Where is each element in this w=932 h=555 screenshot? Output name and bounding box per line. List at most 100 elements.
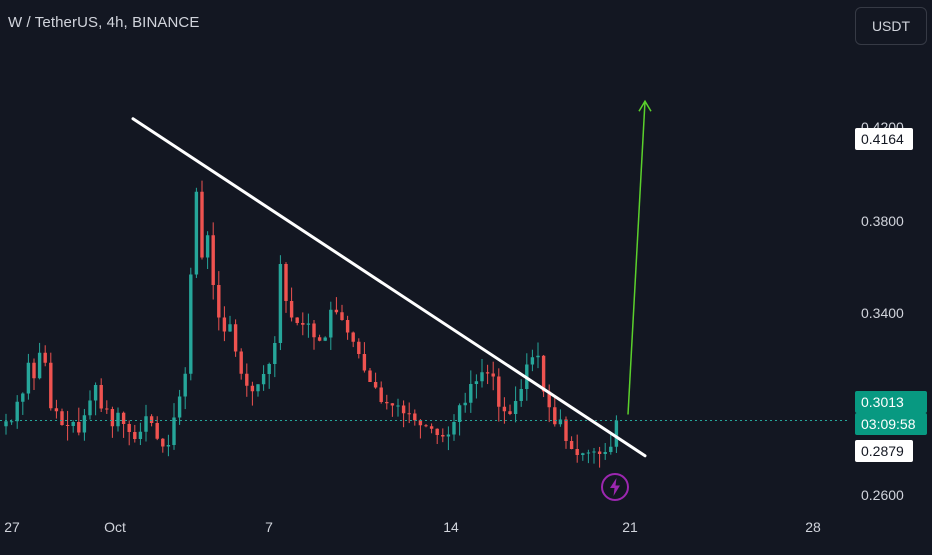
candle-body[interactable]: [205, 235, 210, 258]
candle-body[interactable]: [105, 408, 109, 410]
candle-body[interactable]: [547, 391, 551, 408]
candle-body[interactable]: [65, 425, 70, 426]
candle-body[interactable]: [497, 376, 501, 407]
candle-body[interactable]: [77, 422, 81, 433]
candle-body[interactable]: [401, 405, 406, 414]
candle-body[interactable]: [54, 408, 59, 412]
candle-body[interactable]: [4, 421, 8, 427]
candle-body[interactable]: [463, 402, 467, 406]
candle-body[interactable]: [530, 357, 535, 365]
candle-body[interactable]: [99, 385, 103, 409]
candle-body[interactable]: [435, 428, 439, 435]
candle-body[interactable]: [256, 384, 260, 392]
candle-body[interactable]: [614, 420, 619, 447]
candle-body[interactable]: [144, 416, 148, 432]
candle-body[interactable]: [469, 384, 473, 403]
candle-body[interactable]: [278, 264, 283, 343]
candle-body[interactable]: [368, 370, 372, 383]
candle-body[interactable]: [110, 409, 115, 427]
currency-button[interactable]: USDT: [855, 7, 927, 45]
candle-body[interactable]: [413, 413, 417, 421]
candle-body[interactable]: [93, 385, 98, 401]
candle-body[interactable]: [390, 403, 395, 406]
candle-body[interactable]: [396, 405, 400, 407]
candle-body[interactable]: [351, 332, 355, 342]
candle-body[interactable]: [441, 435, 445, 437]
candle-body[interactable]: [407, 413, 411, 415]
candle-body[interactable]: [37, 352, 42, 379]
candle-body[interactable]: [345, 320, 350, 333]
candle-body[interactable]: [26, 362, 31, 394]
candle-body[interactable]: [250, 385, 255, 392]
candle-body[interactable]: [334, 309, 339, 313]
candle-body[interactable]: [597, 451, 602, 455]
candle-body[interactable]: [261, 374, 266, 385]
candle-body[interactable]: [289, 301, 294, 318]
candle-body[interactable]: [155, 423, 159, 439]
candle-body[interactable]: [9, 421, 14, 423]
candle-body[interactable]: [161, 438, 165, 447]
candle-body[interactable]: [317, 337, 322, 341]
candle-body[interactable]: [138, 431, 143, 439]
candle-body[interactable]: [491, 373, 495, 377]
candle-body[interactable]: [233, 324, 238, 352]
candle-body[interactable]: [513, 401, 518, 414]
candle-body[interactable]: [575, 449, 579, 455]
candle-body[interactable]: [49, 362, 53, 409]
candle-body[interactable]: [474, 381, 479, 384]
candle-body[interactable]: [189, 274, 193, 374]
candle-body[interactable]: [166, 445, 171, 447]
candle-body[interactable]: [172, 417, 176, 446]
candle-body[interactable]: [127, 424, 131, 432]
candle-body[interactable]: [267, 364, 271, 374]
candle-body[interactable]: [553, 407, 557, 425]
candle-body[interactable]: [362, 354, 367, 371]
candle-body[interactable]: [357, 341, 361, 354]
candle-body[interactable]: [446, 434, 451, 437]
candle-body[interactable]: [379, 387, 383, 403]
candle-body[interactable]: [239, 351, 243, 374]
trendline[interactable]: [131, 117, 647, 458]
candle-body[interactable]: [581, 453, 585, 455]
candle-body[interactable]: [177, 396, 182, 418]
candle-body[interactable]: [373, 382, 378, 388]
candle-body[interactable]: [586, 452, 591, 454]
candle-body[interactable]: [564, 419, 568, 442]
candle-body[interactable]: [306, 323, 311, 325]
candle-body[interactable]: [273, 343, 277, 364]
candle-body[interactable]: [418, 420, 423, 426]
candle-body[interactable]: [329, 309, 333, 338]
candle-body[interactable]: [603, 452, 607, 454]
candle-body[interactable]: [32, 362, 36, 379]
candle-body[interactable]: [340, 312, 344, 320]
candle-body[interactable]: [424, 425, 428, 427]
candle-body[interactable]: [43, 352, 47, 363]
candle-body[interactable]: [88, 400, 92, 416]
candle-body[interactable]: [592, 451, 596, 453]
candle-body[interactable]: [609, 446, 613, 452]
projection-arrow[interactable]: [627, 99, 652, 415]
candle-body[interactable]: [211, 235, 215, 285]
candle-body[interactable]: [536, 355, 540, 358]
candle-body[interactable]: [312, 323, 316, 338]
candle-body[interactable]: [558, 419, 563, 425]
candle-body[interactable]: [194, 191, 199, 275]
candle-body[interactable]: [222, 317, 227, 332]
candle-body[interactable]: [295, 317, 299, 324]
candle-body[interactable]: [385, 402, 389, 404]
candle-body[interactable]: [301, 323, 305, 325]
lightning-bolt-icon[interactable]: [600, 472, 630, 502]
candle-body[interactable]: [116, 412, 120, 427]
candle-body[interactable]: [200, 191, 204, 258]
candle-body[interactable]: [457, 405, 462, 422]
candle-body[interactable]: [149, 416, 154, 423]
candle-body[interactable]: [245, 373, 249, 386]
candle-body[interactable]: [121, 412, 126, 424]
candle-body[interactable]: [485, 372, 490, 374]
candle-body[interactable]: [323, 337, 327, 341]
candle-body[interactable]: [60, 411, 64, 425]
candle-body[interactable]: [508, 411, 512, 414]
candle-body[interactable]: [480, 372, 484, 382]
candle-body[interactable]: [228, 324, 232, 332]
